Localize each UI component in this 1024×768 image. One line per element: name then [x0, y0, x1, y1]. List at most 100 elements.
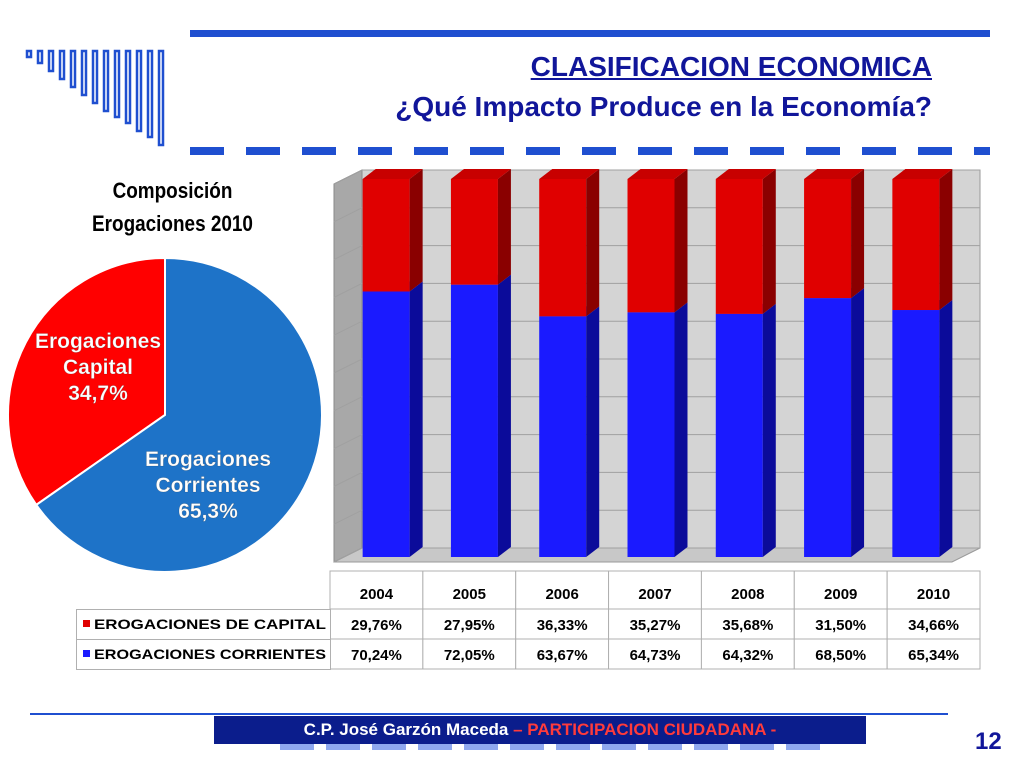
bar-capital-side: [851, 169, 865, 299]
bar-capital-front: [362, 179, 410, 292]
bar-corrientes-side: [586, 306, 600, 557]
bar-corrientes-side: [851, 288, 865, 557]
table-header-cell: [515, 570, 610, 610]
bar-capital-side: [674, 169, 688, 313]
bar-corrientes-front: [450, 284, 498, 557]
bar-corrientes-front: [715, 313, 763, 557]
table-value-label: 35,68%: [722, 617, 773, 634]
bar-corrientes-side: [409, 281, 423, 557]
pie-label-line-1: Erogaciones: [35, 330, 161, 353]
bar-stack-2005: [450, 169, 511, 557]
bar-stack-2009: [804, 169, 865, 557]
pie-slice-0: [7, 256, 166, 507]
table-value-label: 70,24%: [351, 647, 402, 664]
slide-title: CLASIFICACION ECONOMICA: [530, 51, 932, 82]
bar-stack-2007: [627, 169, 688, 557]
table-cell: [793, 638, 888, 670]
bar-capital-top: [450, 169, 511, 179]
table-value-label: 63,67%: [537, 647, 588, 664]
table-header-cell: [700, 570, 795, 610]
bar-corrientes-side: [939, 300, 953, 557]
table-header-cell: [422, 570, 517, 610]
bar-capital-top: [892, 169, 953, 179]
bar-capital-top: [362, 169, 423, 179]
bar-capital-top: [715, 169, 776, 179]
table-value-label: 65,34%: [908, 647, 959, 664]
pie-label-1: Erogaciones Corrientes 65,3%: [145, 448, 272, 524]
bar-capital-front: [450, 179, 498, 285]
table-cell: [886, 608, 981, 640]
footer-highlight: – PARTICIPACION CIUDADANA -: [508, 720, 777, 739]
bar-corrientes-side: [497, 274, 511, 557]
bar-capital-front: [892, 179, 940, 311]
bar-stack-2006: [539, 169, 600, 557]
footer-author: C.P. José Garzón Maceda: [303, 720, 509, 739]
stacked-bar-chart: 2004 2005 2006 2007 2008 2009 2010 29,76% 27,95%…: [329, 169, 981, 670]
pie-chart: Erogaciones Capital 34,7% Erogaciones Corrie…: [7, 256, 323, 573]
table-year-label: 2010: [917, 586, 950, 603]
bar-stack-2008: [715, 169, 776, 557]
pie-label-line-2: Corrientes: [155, 474, 260, 497]
pie-title-line-1: Composición: [112, 178, 233, 203]
bar-corrientes-front: [539, 316, 587, 557]
top-rule: [190, 30, 990, 37]
bar-corrientes-front: [892, 310, 940, 557]
slide-subtitle: ¿Qué Impacto Produce en la Economía?: [395, 91, 932, 122]
table-value-label: 35,27%: [630, 617, 681, 634]
table-year-label: 2005: [453, 586, 486, 603]
data-table: 2004 2005 2006 2007 2008 2009 2010 29,76% 27,95%…: [329, 570, 981, 670]
bar-capital-side: [497, 169, 511, 285]
bar-capital-front: [804, 179, 852, 299]
pie-label-line-2: Capital: [63, 356, 133, 379]
legend-swatch: [83, 650, 90, 657]
table-year-label: 2004: [360, 586, 394, 603]
legend-series-name: EROGACIONES DE CAPITAL: [94, 616, 327, 632]
legend-cell: [76, 639, 331, 670]
table-header-cell: [886, 570, 981, 610]
bar-capital-top: [627, 169, 688, 179]
bar-corrientes-front: [804, 298, 852, 557]
table-value-label: 27,95%: [444, 617, 495, 634]
table-year-label: 2008: [731, 586, 764, 603]
table-value-label: 68,50%: [815, 647, 866, 664]
table-cell: [422, 608, 517, 640]
pie-slice-1: [34, 256, 323, 573]
bar-capital-front: [539, 179, 587, 317]
table-value-label: 31,50%: [815, 617, 866, 634]
pie-title-line-2: Erogaciones 2010: [92, 211, 253, 236]
pie-value-label: 34,7%: [68, 382, 128, 405]
table-value-label: 72,05%: [444, 647, 495, 664]
bar-capital-front: [715, 179, 763, 314]
table-cell: [886, 638, 981, 670]
bar-corrientes-side: [674, 302, 688, 557]
table-header-cell: [329, 570, 424, 610]
bar-corrientes-front: [362, 291, 410, 557]
table-year-label: 2009: [824, 586, 857, 603]
bars: [362, 169, 953, 557]
pie-label-line-1: Erogaciones: [145, 448, 271, 471]
footer-banner: C.P. José Garzón Maceda – PARTICIPACION …: [214, 716, 866, 744]
table-year-label: 2006: [545, 586, 578, 603]
pie-label-0: Erogaciones Capital 34,7%: [35, 330, 162, 406]
bar-corrientes-front: [627, 312, 675, 557]
bar-capital-side: [939, 169, 953, 311]
table-value-label: 29,76%: [351, 617, 402, 634]
table-value-label: 34,66%: [908, 617, 959, 634]
pie-value-label: 65,3%: [178, 500, 238, 523]
bar-stack-2010: [892, 169, 953, 557]
legend-swatch: [83, 620, 90, 627]
table-cell: [700, 638, 795, 670]
bar-capital-front: [627, 179, 675, 313]
table-value-label: 64,73%: [630, 647, 681, 664]
bar-corrientes-side: [762, 303, 776, 557]
table-cell: [422, 638, 517, 670]
pie-chart-title: Composición Erogaciones 2010: [59, 174, 287, 240]
dashed-rule: [190, 147, 990, 155]
footer-rule: [30, 713, 948, 715]
legend-cell: [76, 609, 331, 640]
bar-capital-side: [762, 169, 776, 314]
table-legend: EROGACIONES DE CAPITAL EROGACIONES CORRIE…: [76, 609, 331, 670]
decorative-bars: [25, 49, 165, 147]
bar-capital-side: [409, 169, 423, 292]
table-year-label: 2007: [638, 586, 671, 603]
